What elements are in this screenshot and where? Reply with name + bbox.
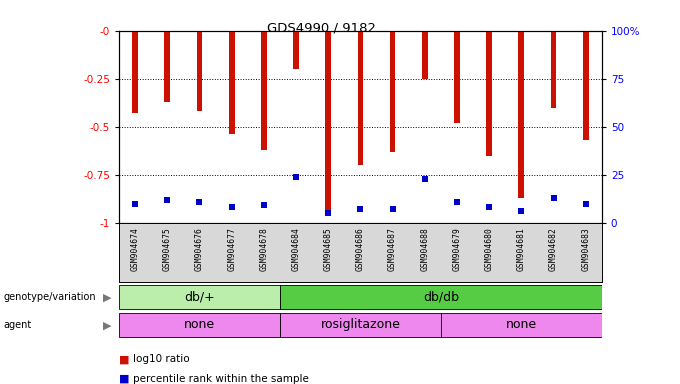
Text: GSM904680: GSM904680 [485,227,494,271]
Point [387,206,398,212]
Point [420,175,430,182]
Bar [280,285,602,309]
Text: agent: agent [3,320,32,330]
Bar [358,31,363,165]
Bar [197,31,203,111]
Text: none: none [506,318,537,331]
Text: rosiglitazone: rosiglitazone [320,318,401,331]
Text: ■: ■ [119,354,129,364]
Text: GSM904679: GSM904679 [452,227,462,271]
Point [130,200,141,207]
Text: GSM904683: GSM904683 [581,227,590,271]
Bar [390,31,396,152]
Text: GSM904686: GSM904686 [356,227,365,271]
Point [452,199,462,205]
Text: GSM904684: GSM904684 [292,227,301,271]
Text: none: none [184,318,215,331]
Text: GSM904674: GSM904674 [131,227,139,271]
Text: log10 ratio: log10 ratio [133,354,189,364]
Point [580,200,591,207]
Text: GSM904688: GSM904688 [420,227,429,271]
Text: GSM904676: GSM904676 [195,227,204,271]
Text: ▶: ▶ [103,292,112,302]
Bar [486,31,492,156]
Point [194,199,205,205]
Point [290,174,301,180]
Text: db/+: db/+ [184,290,215,303]
Bar [228,31,235,134]
Bar [518,31,524,198]
Text: GSM904675: GSM904675 [163,227,172,271]
Text: GDS4990 / 9182: GDS4990 / 9182 [267,21,376,34]
Point [355,206,366,212]
Bar [132,31,138,113]
Bar [261,31,267,150]
Bar [119,313,280,337]
Text: percentile rank within the sample: percentile rank within the sample [133,374,309,384]
Bar [454,31,460,123]
Point [162,197,173,203]
Point [483,204,494,210]
Bar [422,31,428,79]
Text: GSM904681: GSM904681 [517,227,526,271]
Point [258,202,269,209]
Bar [293,31,299,69]
Point [323,210,334,216]
Text: GSM904682: GSM904682 [549,227,558,271]
Text: ▶: ▶ [103,320,112,330]
Text: GSM904678: GSM904678 [259,227,269,271]
Bar [441,313,602,337]
Text: GSM904687: GSM904687 [388,227,397,271]
Bar [551,31,556,108]
Bar [280,313,441,337]
Bar [119,285,280,309]
Text: db/db: db/db [423,290,459,303]
Point [516,208,527,214]
Bar [165,31,170,102]
Text: GSM904677: GSM904677 [227,227,236,271]
Bar [583,31,589,140]
Text: genotype/variation: genotype/variation [3,292,96,302]
Bar [325,31,331,213]
Point [226,204,237,210]
Point [548,195,559,201]
Text: GSM904685: GSM904685 [324,227,333,271]
Text: ■: ■ [119,374,129,384]
